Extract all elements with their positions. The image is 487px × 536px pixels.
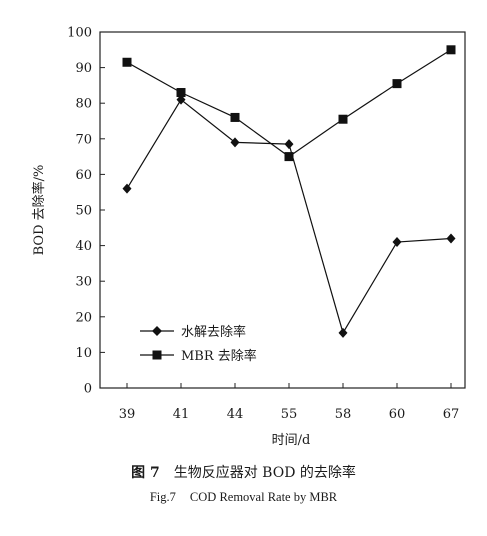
legend-marker-diamond xyxy=(152,326,162,336)
data-point-square xyxy=(230,112,240,122)
figure-caption-en: Fig.7 COD Removal Rate by MBR xyxy=(0,490,487,505)
figure-caption-cn: 图 7 生物反应器对 BOD 的去除率 xyxy=(0,462,487,482)
y-axis-title: BOD 去除率/% xyxy=(31,165,47,256)
x-tick-label: 39 xyxy=(119,407,136,422)
figure-number-cn: 图 7 xyxy=(131,465,160,481)
data-point-square xyxy=(446,45,456,55)
series-hydrolysis xyxy=(122,94,456,338)
y-tick-label: 60 xyxy=(75,168,92,183)
data-point-diamond xyxy=(446,233,456,244)
figure-title-en: COD Removal Rate by MBR xyxy=(189,490,338,504)
line-chart: 0 10 20 30 40 50 60 70 80 90 100 39 41 44 55 58 60 67 BO… xyxy=(31,26,466,448)
data-point-square xyxy=(122,57,132,67)
x-axis-ticks: 39 41 44 55 58 60 67 xyxy=(119,383,460,422)
y-tick-label: 100 xyxy=(67,26,92,41)
legend-marker-square xyxy=(152,350,162,360)
x-tick-label: 55 xyxy=(281,407,298,422)
data-point-diamond xyxy=(122,183,132,194)
y-tick-label: 0 xyxy=(84,382,92,397)
y-tick-label: 90 xyxy=(75,61,92,76)
y-tick-label: 10 xyxy=(75,346,92,361)
data-point-square xyxy=(284,152,294,162)
legend-label-hydrolysis: 水解去除率 xyxy=(181,324,246,340)
figure-number-en: Fig.7 xyxy=(149,490,176,504)
x-tick-label: 58 xyxy=(335,407,352,422)
y-tick-label: 40 xyxy=(75,239,92,254)
data-point-square xyxy=(176,88,186,98)
series-mbr xyxy=(122,45,456,162)
data-point-diamond xyxy=(338,327,348,338)
legend: 水解去除率 MBR 去除率 xyxy=(140,324,257,364)
data-point-square xyxy=(392,79,402,89)
data-point-diamond xyxy=(176,94,186,105)
x-tick-label: 44 xyxy=(227,407,244,422)
y-tick-label: 70 xyxy=(75,132,92,147)
y-axis-ticks: 0 10 20 30 40 50 60 70 80 90 100 xyxy=(67,26,105,397)
y-tick-label: 30 xyxy=(75,275,92,290)
figure-title-cn: 生物反应器对 BOD 的去除率 xyxy=(173,465,356,481)
series-line xyxy=(126,98,452,335)
legend-label-mbr: MBR 去除率 xyxy=(181,348,257,364)
x-tick-label: 41 xyxy=(173,407,190,422)
x-tick-label: 60 xyxy=(389,407,406,422)
x-axis-title: 时间/d xyxy=(272,433,311,448)
series-layer xyxy=(122,45,456,338)
plot-frame xyxy=(99,31,466,389)
x-tick-label: 67 xyxy=(443,407,460,422)
y-tick-label: 20 xyxy=(75,310,92,325)
data-point-diamond xyxy=(230,137,240,148)
y-tick-label: 80 xyxy=(75,97,92,112)
y-tick-label: 50 xyxy=(75,204,92,219)
data-point-square xyxy=(338,114,348,124)
data-point-diamond xyxy=(392,237,402,248)
data-point-diamond xyxy=(284,139,294,150)
